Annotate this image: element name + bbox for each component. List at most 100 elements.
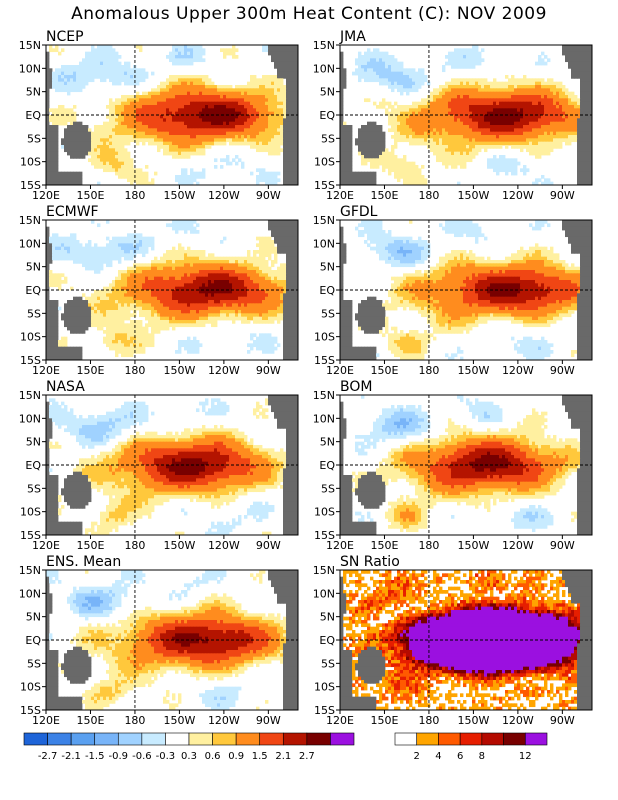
field-cell — [559, 98, 563, 103]
field-cell — [487, 125, 491, 129]
field-cell — [421, 71, 425, 76]
field-cell — [451, 65, 455, 69]
field-cell — [475, 88, 479, 93]
field-cell — [583, 65, 587, 69]
field-cell — [46, 226, 50, 231]
field-cell — [49, 135, 53, 139]
field-cell — [172, 253, 176, 258]
field-cell — [367, 145, 371, 149]
field-cell — [202, 88, 206, 93]
field-cell — [55, 243, 59, 248]
field-cell — [550, 118, 554, 123]
field-cell — [46, 250, 50, 254]
field-cell — [73, 68, 77, 73]
field-cell — [139, 75, 143, 79]
field-cell — [550, 145, 554, 149]
field-cell — [277, 55, 281, 59]
field-cell — [577, 178, 581, 183]
field-cell — [364, 135, 368, 139]
field-cell — [277, 220, 281, 224]
field-cell — [46, 253, 50, 258]
field-cell — [376, 141, 380, 146]
field-cell — [64, 85, 68, 89]
field-cell — [70, 68, 74, 73]
field-cell — [109, 243, 113, 248]
field-cell — [121, 138, 125, 143]
field-cell — [148, 135, 152, 139]
field-cell — [430, 128, 434, 133]
field-cell — [535, 85, 539, 89]
field-cell — [214, 128, 218, 133]
figure-title: Anomalous Upper 300m Heat Content (C): N… — [71, 4, 547, 24]
field-cell — [277, 88, 281, 93]
field-cell — [112, 161, 116, 166]
field-cell — [217, 98, 221, 103]
field-cell — [223, 48, 227, 53]
field-cell — [274, 141, 278, 146]
field-cell — [109, 98, 113, 103]
field-cell — [493, 125, 497, 129]
field-cell — [82, 78, 86, 83]
field-cell — [76, 246, 80, 251]
field-cell — [265, 236, 269, 241]
field-cell — [457, 111, 461, 116]
field-cell — [439, 105, 443, 109]
field-cell — [265, 145, 269, 149]
field-cell — [544, 101, 548, 106]
field-cell — [478, 78, 482, 83]
field-cell — [214, 105, 218, 109]
field-cell — [67, 256, 71, 261]
field-cell — [355, 141, 359, 146]
field-cell — [544, 81, 548, 86]
field-cell — [127, 125, 131, 129]
field-cell — [274, 101, 278, 106]
field-cell — [466, 155, 470, 159]
field-cell — [424, 98, 428, 103]
field-cell — [520, 128, 524, 133]
field-cell — [184, 61, 188, 66]
field-cell — [340, 148, 344, 153]
field-cell — [490, 81, 494, 86]
field-cell — [220, 135, 224, 139]
field-cell — [454, 55, 458, 59]
field-cell — [118, 78, 122, 83]
field-cell — [280, 141, 284, 146]
field-cell — [391, 61, 395, 66]
field-cell — [493, 165, 497, 169]
field-cell — [502, 128, 506, 133]
field-cell — [79, 88, 83, 93]
field-cell — [412, 68, 416, 73]
field-cell — [481, 111, 485, 116]
field-cell — [283, 91, 287, 96]
field-cell — [457, 98, 461, 103]
field-cell — [508, 141, 512, 146]
field-cell — [583, 141, 587, 146]
field-cell — [247, 85, 251, 89]
field-cell — [241, 111, 245, 116]
field-cell — [187, 101, 191, 106]
field-cell — [226, 118, 230, 123]
field-cell — [121, 78, 125, 83]
field-cell — [64, 81, 68, 86]
field-cell — [457, 121, 461, 126]
field-cell — [559, 135, 563, 139]
field-cell — [415, 135, 419, 139]
field-cell — [238, 260, 242, 264]
field-cell — [196, 75, 200, 79]
field-cell — [136, 168, 140, 173]
field-cell — [97, 135, 101, 139]
field-cell — [505, 118, 509, 123]
field-cell — [409, 128, 413, 133]
field-cell — [340, 115, 344, 119]
field-cell — [61, 181, 65, 185]
field-cell — [346, 165, 350, 169]
field-cell — [49, 178, 53, 183]
field-cell — [256, 85, 260, 89]
field-cell — [274, 88, 278, 93]
field-cell — [187, 115, 191, 119]
field-cell — [73, 236, 77, 241]
field-cell — [406, 178, 410, 183]
field-cell — [541, 175, 545, 179]
field-cell — [586, 111, 590, 116]
field-cell — [172, 115, 176, 119]
